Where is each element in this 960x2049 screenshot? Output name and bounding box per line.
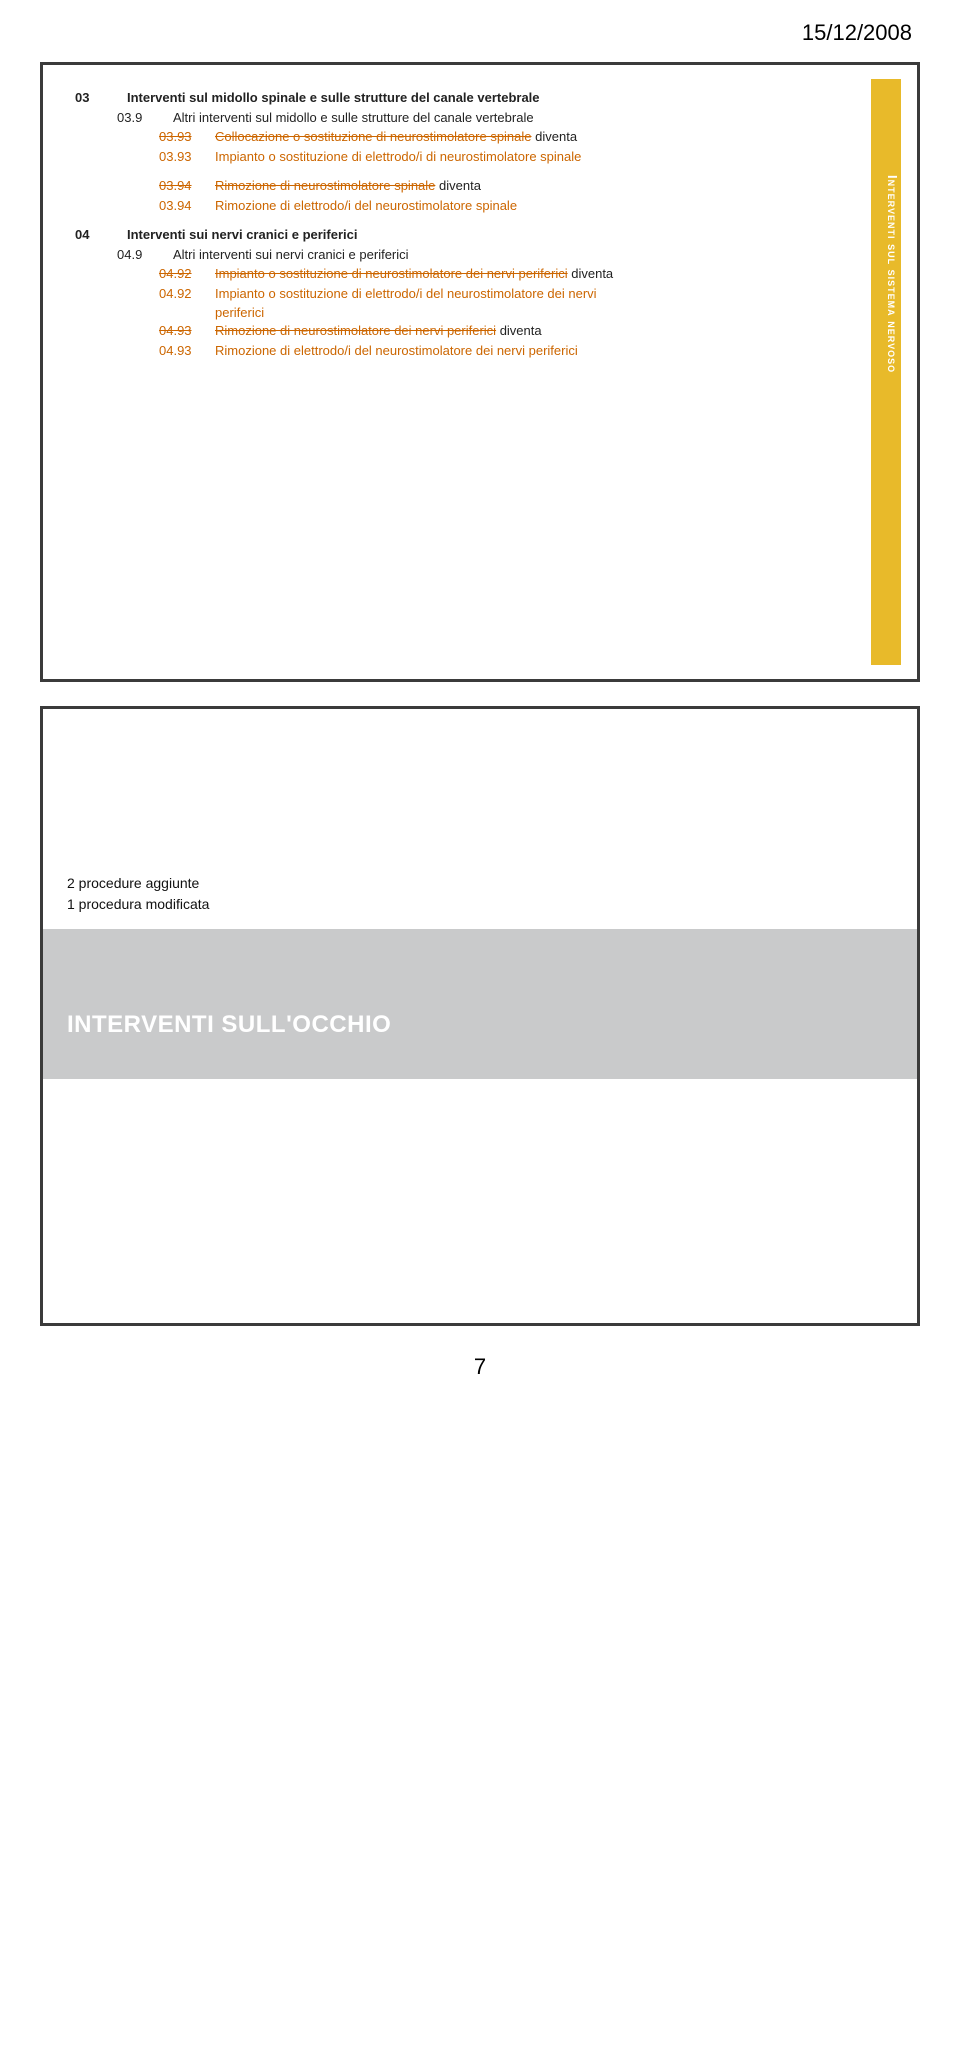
- row-text: Interventi sui nervi cranici e periferic…: [127, 226, 881, 244]
- text-part: Rimozione di elettrodo/i del neurostimol…: [215, 343, 578, 358]
- text-part: Impianto o sostituzione di neurostimolat…: [215, 266, 568, 281]
- row-text: Interventi sul midollo spinale e sulle s…: [127, 89, 881, 107]
- text-part: Interventi sul midollo spinale e sulle s…: [127, 90, 540, 105]
- text-part: diventa: [496, 323, 542, 338]
- text-part: Rimozione di elettrodo/i del neurostimol…: [215, 198, 517, 213]
- spacer: [75, 167, 881, 177]
- code: 03.93: [159, 148, 215, 166]
- slide-2-notes: 2 procedure aggiunte 1 procedura modific…: [67, 873, 209, 915]
- subsub-row: 04.92Impianto o sostituzione di neurosti…: [75, 265, 881, 283]
- text-part: Interventi sui nervi cranici e periferic…: [127, 227, 357, 242]
- text-part: Rimozione di neurostimolatore spinale: [215, 178, 435, 193]
- code: 04.92: [159, 265, 215, 283]
- sub-row: 04.9Altri interventi sui nervi cranici e…: [75, 246, 881, 264]
- code: 03: [75, 89, 127, 107]
- text-part: Impianto o sostituzione di elettrodo/i d…: [215, 149, 581, 164]
- code: 04: [75, 226, 127, 244]
- note-line-1: 2 procedure aggiunte: [67, 873, 209, 894]
- text-part: diventa: [435, 178, 481, 193]
- text-part: Collocazione o sostituzione di neurostim…: [215, 129, 532, 144]
- code: 03.9: [117, 109, 173, 127]
- page-number: 7: [0, 1354, 960, 1400]
- row-text: Altri interventi sul midollo e sulle str…: [173, 109, 881, 127]
- continuation-row: periferici: [75, 304, 881, 322]
- subsub-row: 03.93Collocazione o sostituzione di neur…: [75, 128, 881, 146]
- code: 04.92: [159, 285, 215, 303]
- subsub-row: 03.93Impianto o sostituzione di elettrod…: [75, 148, 881, 166]
- sub-row: 03.9Altri interventi sul midollo e sulle…: [75, 109, 881, 127]
- sidebar-label: Interventi sul sistema nervoso: [872, 175, 900, 495]
- code: 03.94: [159, 197, 215, 215]
- text-part: periferici: [215, 305, 264, 320]
- row-text: Rimozione di elettrodo/i del neurostimol…: [215, 342, 881, 360]
- text-part: Impianto o sostituzione di elettrodo/i d…: [215, 286, 597, 301]
- row-text: Rimozione di neurostimolatore spinale di…: [215, 177, 881, 195]
- slide-2-grey-band: [43, 929, 917, 1079]
- text-part: Rimozione di neurostimolatore dei nervi …: [215, 323, 496, 338]
- text-part: Altri interventi sul midollo e sulle str…: [173, 110, 534, 125]
- page-date: 15/12/2008: [0, 0, 960, 54]
- row-text: Impianto o sostituzione di elettrodo/i d…: [215, 285, 881, 303]
- row-text: Rimozione di neurostimolatore dei nervi …: [215, 322, 881, 340]
- subsub-row: 03.94Rimozione di elettrodo/i del neuros…: [75, 197, 881, 215]
- code: 04.93: [159, 342, 215, 360]
- spacer: [75, 216, 881, 226]
- slide-1-content: 03Interventi sul midollo spinale e sulle…: [43, 65, 917, 385]
- subsub-row: 04.92Impianto o sostituzione di elettrod…: [75, 285, 881, 303]
- section-row: 03Interventi sul midollo spinale e sulle…: [75, 89, 881, 107]
- text-part: diventa: [568, 266, 614, 281]
- slide-2-frame: 2 procedure aggiunte 1 procedura modific…: [40, 706, 920, 1326]
- section-row: 04Interventi sui nervi cranici e perifer…: [75, 226, 881, 244]
- subsub-row: 04.93Rimozione di neurostimolatore dei n…: [75, 322, 881, 340]
- row-text: Collocazione o sostituzione di neurostim…: [215, 128, 881, 146]
- subsub-row: 04.93Rimozione di elettrodo/i del neuros…: [75, 342, 881, 360]
- row-text: Impianto o sostituzione di neurostimolat…: [215, 265, 881, 283]
- note-line-2: 1 procedura modificata: [67, 894, 209, 915]
- code: 04.93: [159, 322, 215, 340]
- row-text: Altri interventi sui nervi cranici e per…: [173, 246, 881, 264]
- row-text: Impianto o sostituzione di elettrodo/i d…: [215, 148, 881, 166]
- text-part: Altri interventi sui nervi cranici e per…: [173, 247, 409, 262]
- subsub-row: 03.94Rimozione di neurostimolatore spina…: [75, 177, 881, 195]
- slide-2-title: INTERVENTI SULL'OCCHIO: [67, 1011, 391, 1039]
- row-text: Rimozione di elettrodo/i del neurostimol…: [215, 197, 881, 215]
- code: 03.94: [159, 177, 215, 195]
- slide-2-bottom-band: [43, 1079, 917, 1323]
- code: 04.9: [117, 246, 173, 264]
- text-part: diventa: [532, 129, 578, 144]
- slide-1-frame: Interventi sul sistema nervoso 03Interve…: [40, 62, 920, 682]
- code: 03.93: [159, 128, 215, 146]
